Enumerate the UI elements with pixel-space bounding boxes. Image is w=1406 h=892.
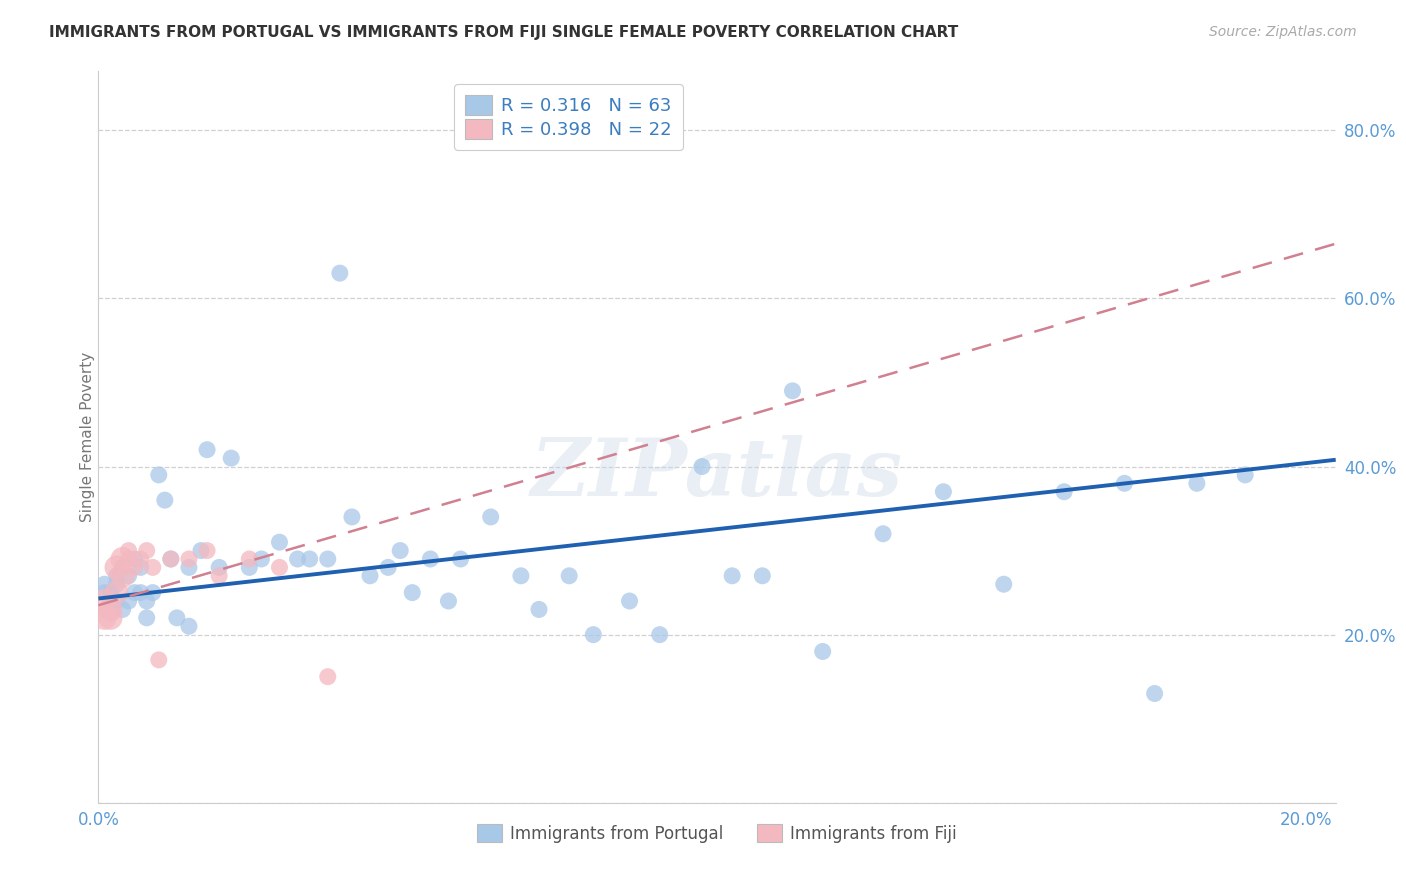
Point	[111, 552, 134, 566]
Point	[105, 594, 128, 608]
Point	[872, 526, 894, 541]
Point	[148, 467, 170, 482]
Point	[105, 577, 128, 591]
Point	[100, 585, 122, 599]
Point	[124, 560, 146, 574]
Point	[479, 510, 502, 524]
Point	[269, 560, 291, 574]
Point	[100, 611, 122, 625]
Point	[166, 611, 188, 625]
Point	[135, 594, 157, 608]
Point	[690, 459, 713, 474]
Point	[1185, 476, 1208, 491]
Point	[111, 569, 134, 583]
Point	[648, 627, 671, 641]
Point	[1234, 467, 1257, 482]
Point	[782, 384, 804, 398]
Point	[105, 560, 128, 574]
Point	[153, 493, 176, 508]
Point	[135, 611, 157, 625]
Point	[177, 619, 200, 633]
Point	[1053, 484, 1076, 499]
Point	[558, 569, 581, 583]
Point	[377, 560, 399, 574]
Point	[117, 569, 139, 583]
Point	[450, 552, 472, 566]
Point	[177, 560, 200, 574]
Point	[111, 560, 134, 574]
Point	[316, 670, 339, 684]
Point	[208, 569, 231, 583]
Point	[932, 484, 955, 499]
Point	[105, 585, 128, 599]
Point	[129, 560, 152, 574]
Point	[751, 569, 773, 583]
Point	[111, 602, 134, 616]
Point	[208, 560, 231, 574]
Point	[117, 552, 139, 566]
Point	[437, 594, 460, 608]
Point	[219, 451, 242, 466]
Point	[1143, 686, 1166, 700]
Point	[100, 602, 122, 616]
Point	[177, 552, 200, 566]
Point	[359, 569, 381, 583]
Point	[117, 594, 139, 608]
Point	[419, 552, 441, 566]
Point	[340, 510, 363, 524]
Point	[619, 594, 641, 608]
Point	[389, 543, 412, 558]
Point	[993, 577, 1015, 591]
Point	[93, 585, 115, 599]
Point	[142, 585, 165, 599]
Point	[160, 552, 183, 566]
Point	[195, 543, 218, 558]
Point	[135, 543, 157, 558]
Point	[401, 585, 423, 599]
Point	[117, 543, 139, 558]
Point	[238, 560, 260, 574]
Point	[148, 653, 170, 667]
Point	[100, 594, 122, 608]
Text: IMMIGRANTS FROM PORTUGAL VS IMMIGRANTS FROM FIJI SINGLE FEMALE POVERTY CORRELATI: IMMIGRANTS FROM PORTUGAL VS IMMIGRANTS F…	[49, 25, 959, 40]
Point	[527, 602, 550, 616]
Point	[298, 552, 321, 566]
Point	[124, 552, 146, 566]
Point	[129, 552, 152, 566]
Text: Source: ZipAtlas.com: Source: ZipAtlas.com	[1209, 25, 1357, 39]
Point	[250, 552, 273, 566]
Point	[1114, 476, 1136, 491]
Point	[124, 585, 146, 599]
Point	[93, 577, 115, 591]
Point	[142, 560, 165, 574]
Point	[105, 569, 128, 583]
Y-axis label: Single Female Poverty: Single Female Poverty	[80, 352, 94, 522]
Point	[721, 569, 744, 583]
Legend: Immigrants from Portugal, Immigrants from Fiji: Immigrants from Portugal, Immigrants fro…	[471, 817, 963, 849]
Point	[287, 552, 309, 566]
Point	[269, 535, 291, 549]
Point	[93, 594, 115, 608]
Point	[316, 552, 339, 566]
Point	[190, 543, 212, 558]
Point	[129, 585, 152, 599]
Point	[195, 442, 218, 457]
Point	[160, 552, 183, 566]
Point	[93, 611, 115, 625]
Point	[329, 266, 352, 280]
Text: ZIPatlas: ZIPatlas	[531, 435, 903, 512]
Point	[509, 569, 531, 583]
Point	[238, 552, 260, 566]
Point	[811, 644, 834, 658]
Point	[582, 627, 605, 641]
